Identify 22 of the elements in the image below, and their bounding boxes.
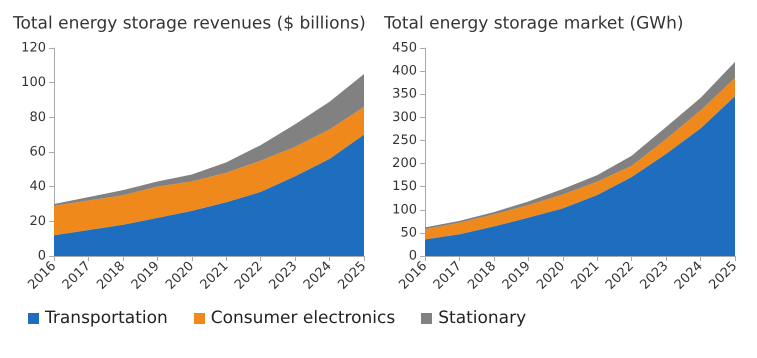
y-tick-label: 300 [392, 110, 417, 125]
chart-title: Total energy storage revenues ($ billions) [12, 14, 366, 34]
y-tick-label: 50 [400, 225, 417, 240]
legend-label: Stationary [438, 308, 526, 328]
y-tick-label: 250 [392, 132, 417, 148]
y-tick-label: 100 [392, 202, 417, 218]
y-tick-label: 60 [29, 144, 46, 160]
y-tick-label: 350 [392, 86, 417, 102]
y-tick-label: 400 [392, 64, 417, 79]
legend-label: Consumer electronics [210, 308, 396, 328]
y-tick-label: 0 [38, 248, 46, 264]
y-tick-label: 40 [29, 179, 46, 194]
y-tick-label: 0 [408, 248, 417, 264]
y-tick-label: 100 [21, 75, 46, 90]
chart-title: Total energy storage market (GWh) [383, 14, 684, 34]
y-tick-label: 120 [21, 40, 46, 56]
y-tick-label: 20 [29, 214, 46, 229]
legend-label: Transportation [45, 308, 168, 328]
y-tick-label: 80 [29, 110, 46, 125]
y-tick-label: 150 [392, 179, 417, 194]
y-tick-label: 450 [392, 40, 417, 56]
y-tick-label: 200 [392, 156, 417, 172]
